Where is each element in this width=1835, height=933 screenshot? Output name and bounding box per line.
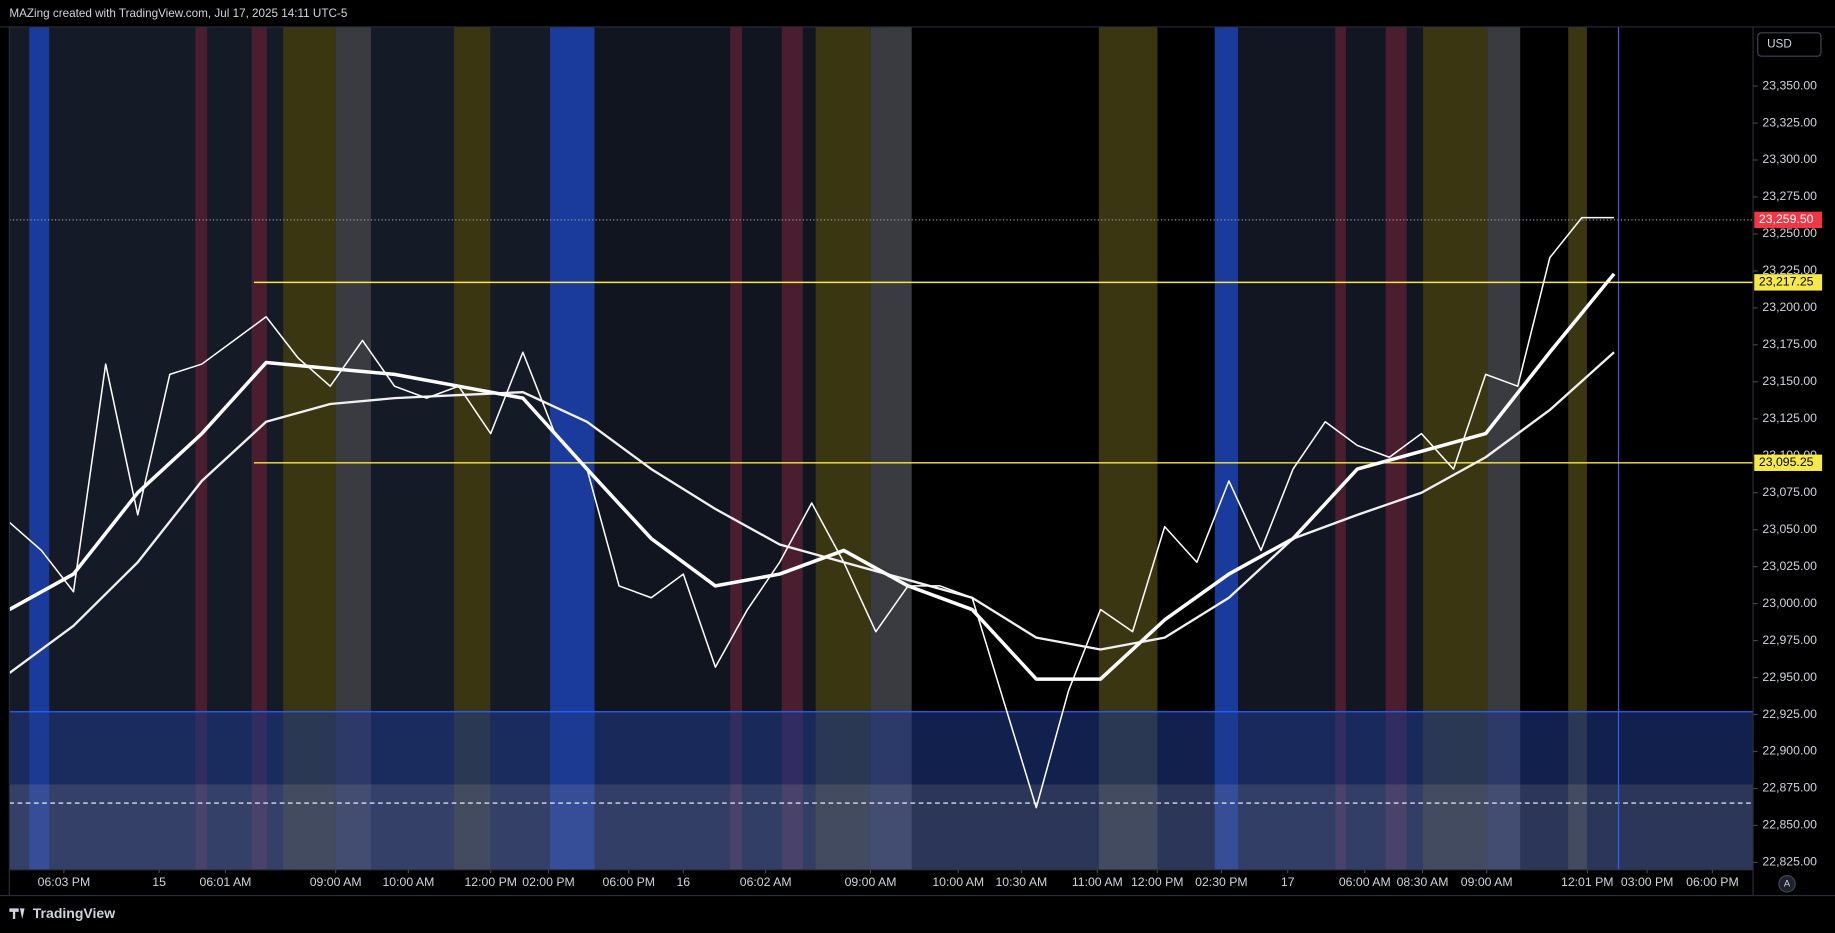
- x-tick-label: 16: [676, 875, 690, 889]
- x-tick-label: 08:30 AM: [1397, 875, 1449, 889]
- y-tick-label: 23,000.00: [1762, 596, 1817, 610]
- level-label: 23,217.25: [1759, 275, 1814, 289]
- y-tick-label: 22,950.00: [1762, 670, 1817, 684]
- x-tick-label: 10:30 AM: [995, 875, 1047, 889]
- series-line: [8, 216, 1615, 809]
- zone: [9, 711, 1754, 785]
- x-tick-label: 10:00 AM: [932, 875, 984, 889]
- y-tick-label: 22,925.00: [1762, 707, 1817, 721]
- x-tick-label: 03:00 PM: [1621, 875, 1674, 889]
- session-band: [781, 26, 803, 870]
- y-tick-label: 23,150.00: [1762, 374, 1817, 388]
- session-band: [1335, 26, 1346, 870]
- series-line: [8, 351, 1615, 675]
- y-tick-label: 22,975.00: [1762, 633, 1817, 647]
- y-tick-label: 23,075.00: [1762, 485, 1817, 499]
- last-price-label: 23,259.50: [1759, 212, 1814, 226]
- auto-button[interactable]: [1778, 875, 1796, 893]
- session-band: [730, 26, 742, 870]
- x-tick-label: 06:03 PM: [38, 875, 91, 889]
- currency[interactable]: USD: [1767, 38, 1792, 51]
- x-tick-label: 02:00 PM: [522, 875, 575, 889]
- x-tick-label: 09:00 AM: [1461, 875, 1513, 889]
- x-tick-label: 02:30 PM: [1195, 875, 1248, 889]
- session-band: [1214, 26, 1239, 870]
- y-tick-label: 23,050.00: [1762, 522, 1817, 536]
- footer: TradingView: [33, 905, 115, 921]
- session-band: [29, 26, 50, 870]
- x-tick-label: 12:00 PM: [465, 875, 518, 889]
- level-tag: [1754, 454, 1823, 471]
- y-tick-label: 23,125.00: [1762, 411, 1817, 425]
- last-price-tag: [1754, 211, 1823, 229]
- x-tick-label: 06:01 AM: [200, 875, 252, 889]
- y-tick-label: 22,850.00: [1762, 818, 1817, 832]
- x-tick-label: 17: [1281, 875, 1295, 889]
- x-tick-label: 11:00 AM: [1072, 875, 1123, 889]
- y-tick-label: 23,175.00: [1762, 337, 1817, 351]
- level-tag: [1754, 274, 1823, 291]
- y-tick-label: 23,025.00: [1762, 559, 1817, 573]
- x-tick-label: 06:00 PM: [603, 875, 656, 889]
- session-band: [1568, 26, 1587, 870]
- x-tick-label: 15: [152, 875, 166, 889]
- y-tick-label: 23,350.00: [1762, 78, 1817, 92]
- y-tick-label: 22,900.00: [1762, 744, 1817, 758]
- x-tick-label: 06:02 AM: [740, 875, 792, 889]
- zone: [9, 784, 1754, 870]
- y-tick-label: 23,275.00: [1762, 189, 1817, 203]
- x-tick-label: 10:00 AM: [382, 875, 434, 889]
- y-tick-label: 23,225.00: [1762, 263, 1817, 277]
- axes: 22,825.00 22,850.00 22,875.00 22,900.00 22,9…: [38, 78, 1823, 889]
- x-tick-label: 06:00 AM: [1339, 875, 1391, 889]
- y-tick-label: 22,825.00: [1762, 855, 1817, 869]
- series-line: [8, 272, 1616, 681]
- logo: [9, 908, 25, 919]
- level-label: 23,095.25: [1759, 455, 1814, 469]
- y-tick-label: 23,325.00: [1762, 115, 1817, 129]
- y-tick-label: 22,875.00: [1762, 781, 1817, 795]
- y-tick-label: 23,200.00: [1762, 300, 1817, 314]
- y-tick-label: 23,250.00: [1762, 226, 1817, 240]
- header: MAZing created with TradingView.com, Jul…: [9, 7, 347, 20]
- x-tick-label: 09:00 AM: [310, 875, 362, 889]
- x-tick-label: 09:00 AM: [845, 875, 897, 889]
- auto-label[interactable]: A: [1784, 878, 1791, 888]
- session-band: [195, 26, 208, 870]
- currency-button[interactable]: [1757, 32, 1822, 57]
- session-bands: [9, 26, 1587, 870]
- x-tick-label: 12:00 PM: [1131, 875, 1184, 889]
- y-tick-label: 23,300.00: [1762, 152, 1817, 166]
- session-band: [1385, 26, 1407, 870]
- session-band: [251, 26, 267, 870]
- x-tick-label: 06:00 PM: [1686, 875, 1739, 889]
- plot: [8, 216, 1754, 809]
- x-tick-label: 12:01 PM: [1561, 875, 1614, 889]
